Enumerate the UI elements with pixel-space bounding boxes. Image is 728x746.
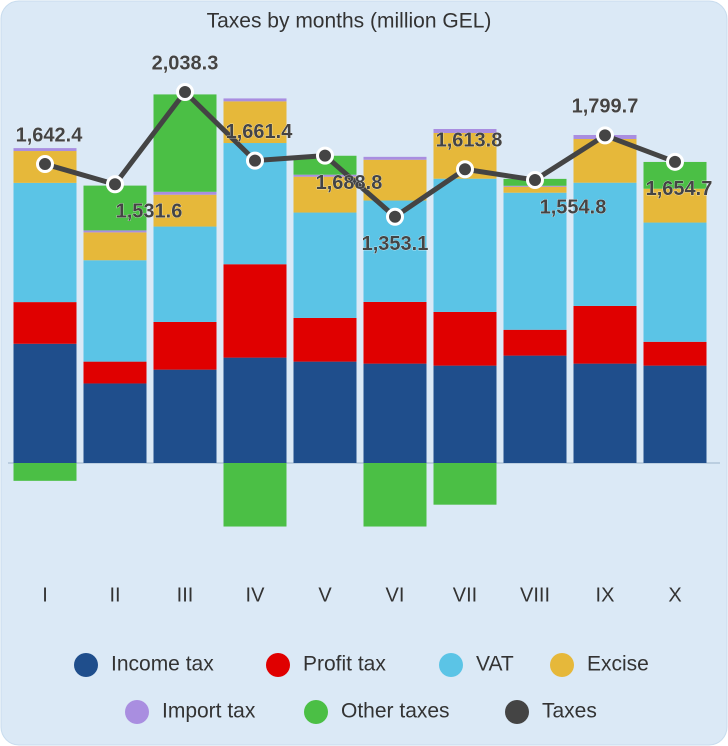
bar-segment (293, 174, 357, 177)
x-tick-label: V (318, 584, 332, 606)
bar-segment (153, 94, 217, 192)
bar-segment (13, 148, 77, 152)
x-tick-label: II (109, 584, 120, 606)
bar-segment (433, 463, 497, 505)
legend-marker (125, 700, 149, 724)
bar-segment (83, 260, 147, 362)
bar-segment (643, 365, 707, 463)
legend-marker (74, 653, 98, 677)
line (44, 88, 676, 220)
legend-label: Other taxes (341, 700, 450, 723)
legend-marker (550, 653, 574, 677)
bar-segment (223, 463, 287, 527)
bar-segment (433, 129, 497, 134)
bar-segment (643, 341, 707, 366)
bar-segment (13, 343, 77, 463)
line-point (456, 160, 474, 179)
data-label: 1,613.8 (436, 130, 503, 152)
data-label: 1,661.4 (226, 121, 294, 143)
legend-marker (304, 700, 328, 724)
bar-segment (83, 232, 147, 261)
line-point (526, 171, 544, 190)
bar-segment (433, 311, 497, 366)
line-point (666, 152, 684, 171)
legend-label: Income tax (111, 653, 214, 676)
line-point (316, 146, 334, 165)
legend-label: Profit tax (303, 653, 386, 676)
bar-segment (83, 361, 147, 384)
bar-segment (503, 355, 567, 463)
data-label: 1,688.8 (316, 172, 383, 194)
bar-segment (223, 357, 287, 463)
data-label: 1,654.7 (646, 178, 713, 200)
x-tick-label: III (177, 584, 194, 606)
bar-segment (573, 182, 637, 306)
line-point (36, 155, 54, 174)
bar-segment (13, 182, 77, 303)
bar-segment (153, 194, 217, 227)
data-label: 1,554.8 (540, 196, 607, 218)
bar-segment (293, 176, 357, 213)
bar-segment (223, 98, 287, 102)
bar-segment (363, 159, 427, 201)
bar-segment (643, 188, 707, 223)
bar-segment (83, 383, 147, 463)
line-point (106, 175, 124, 194)
legend-label: Excise (587, 653, 649, 676)
bar-segment (293, 361, 357, 463)
bar-segment (13, 463, 77, 481)
x-tick-label: IX (596, 584, 615, 606)
bar-segment (363, 463, 427, 527)
x-tick-label: X (668, 584, 681, 606)
legend-marker (505, 700, 529, 724)
x-tick-label: VI (386, 584, 405, 606)
data-label: 1,353.1 (362, 233, 429, 255)
data-label: 2,038.3 (152, 52, 219, 74)
bar-segment (13, 302, 77, 344)
bar-segment (153, 321, 217, 370)
bar-segment (83, 230, 147, 233)
bar-segment (293, 212, 357, 318)
data-label: 1,642.4 (16, 124, 84, 146)
bar-segment (363, 363, 427, 463)
x-tick-label: VIII (520, 584, 550, 606)
chart-title: Taxes by months (million GEL) (207, 10, 492, 33)
data-label: 1,531.6 (116, 201, 183, 223)
bar-segment (503, 329, 567, 356)
x-tick-label: I (42, 584, 48, 606)
line-point (596, 126, 614, 145)
bar-segment (153, 226, 217, 322)
bar-segment (643, 222, 707, 342)
bar-segment (433, 178, 497, 312)
legend-marker (266, 653, 290, 677)
bar-segment (433, 365, 497, 463)
bar-segment (223, 101, 287, 144)
bar-segment (153, 369, 217, 463)
legend-label: VAT (476, 653, 514, 676)
bar-segment (573, 305, 637, 364)
legend-marker (439, 653, 463, 677)
bar-segment (223, 264, 287, 358)
bar-segment (573, 363, 637, 463)
bar-segment (363, 156, 427, 160)
legend-label: Taxes (542, 700, 597, 723)
line-point (176, 83, 194, 101)
x-tick-label: IV (246, 584, 266, 606)
data-label: 1,799.7 (572, 96, 639, 118)
bar-segment (153, 191, 217, 195)
legend-label: Import tax (162, 700, 256, 723)
line-point (386, 207, 404, 226)
bar-segment (363, 301, 427, 364)
bar-segment (503, 186, 567, 193)
x-tick-label: VII (453, 584, 477, 606)
bar-segment (293, 317, 357, 362)
line-point (246, 151, 264, 170)
bar-segment (503, 192, 567, 330)
